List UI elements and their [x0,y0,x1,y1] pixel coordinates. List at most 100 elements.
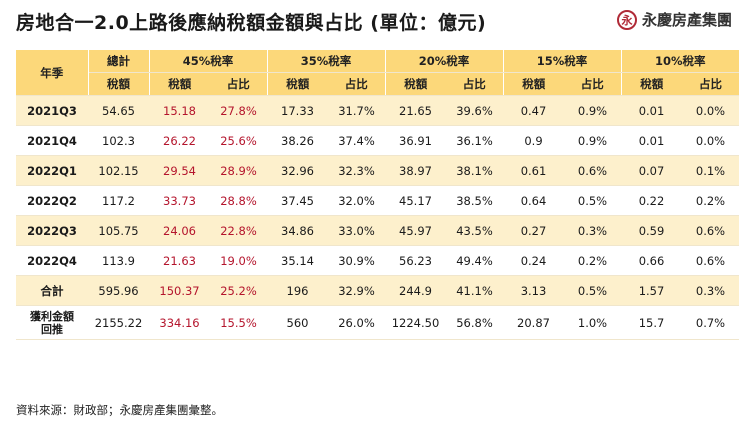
cell-total: 105.75 [88,215,149,246]
cell-r20-tax: 36.91 [385,125,446,156]
cell-r35-tax: 34.86 [267,215,328,246]
cell-r35-tax: 32.96 [267,155,328,186]
group-header-15: 15%稅率 [502,50,621,73]
cell-r45-tax: 33.73 [149,185,210,216]
table-row: 2022Q1 102.15 29.54 28.9% 32.96 32.3% 38.97 38.… [16,155,739,186]
cell-r10-share: 0.6% [682,245,739,276]
group-header-20: 20%稅率 [384,50,503,73]
row-label: 2021Q3 [16,95,88,126]
cell-r15-tax: 0.61 [503,155,564,186]
table-row: 2021Q3 54.65 15.18 27.8% 17.33 31.7% 21.65 39.6… [16,95,739,126]
cell-total: 102.3 [88,125,149,156]
table-row: 2022Q3 105.75 24.06 22.8% 34.86 33.0% 45.97 43.… [16,215,739,246]
cell-r15-tax: 0.9 [503,125,564,156]
cell-r10-tax: 15.7 [621,305,682,340]
cell-r20-tax: 1224.50 [385,305,446,340]
group-header-45: 45%稅率 [148,50,267,73]
cell-r45-share: 25.6% [210,125,267,156]
cell-r10-tax: 0.59 [621,215,682,246]
cell-total: 54.65 [88,95,149,126]
cell-r15-share: 0.2% [564,245,621,276]
cell-r20-share: 39.6% [446,95,503,126]
tax-table: 年季 總計 45%稅率 35%稅率 20%稅率 15%稅率 10%稅率 稅額 稅… [16,50,739,340]
cell-r35-share: 32.9% [328,275,385,306]
cell-r10-share: 0.3% [682,275,739,306]
cell-r20-share: 56.8% [446,305,503,340]
cell-r10-tax: 1.57 [621,275,682,306]
cell-r45-share: 19.0% [210,245,267,276]
row-label: 2022Q4 [16,245,88,276]
row-label: 2022Q3 [16,215,88,246]
cell-r35-share: 32.3% [328,155,385,186]
cell-r35-tax: 560 [267,305,328,340]
cell-total: 117.2 [88,185,149,216]
cell-r20-tax: 38.97 [385,155,446,186]
cell-r15-share: 0.3% [564,215,621,246]
sub-header-tax: 稅額 [620,72,682,96]
row-label: 2022Q1 [16,155,88,186]
cell-r10-share: 0.0% [682,95,739,126]
cell-r35-share: 37.4% [328,125,385,156]
cell-r15-tax: 20.87 [503,305,564,340]
cell-r45-tax: 26.22 [149,125,210,156]
cell-r45-tax: 29.54 [149,155,210,186]
cell-r35-tax: 38.26 [267,125,328,156]
brand-logo: 永 永慶房產集團 [616,9,732,30]
sub-header-share: 占比 [682,72,739,96]
cell-r35-share: 33.0% [328,215,385,246]
header-row-sub: 稅額 稅額 占比 稅額 占比 稅額 占比 稅額 占比 稅額 占比 [16,72,739,96]
cell-r45-share: 15.5% [210,305,267,340]
cell-r35-share: 30.9% [328,245,385,276]
cell-r15-share: 0.9% [564,125,621,156]
cell-r15-tax: 3.13 [503,275,564,306]
row-label: 2021Q4 [16,125,88,156]
cell-r45-share: 27.8% [210,95,267,126]
cell-r20-tax: 45.97 [385,215,446,246]
cell-r15-share: 0.6% [564,155,621,186]
table-row: 獲利金額 回推 2155.22 334.16 15.5% 560 26.0% 1224.50 5… [16,305,739,340]
sub-header-share: 占比 [446,72,503,96]
corner-header: 年季 [16,50,89,96]
cell-r45-tax: 24.06 [149,215,210,246]
cell-r15-tax: 0.24 [503,245,564,276]
row-label: 2022Q2 [16,185,88,216]
cell-r10-tax: 0.01 [621,95,682,126]
brand-name: 永慶房產集團 [641,11,732,29]
cell-total: 102.15 [88,155,149,186]
table-row: 2022Q4 113.9 21.63 19.0% 35.14 30.9% 56.23 49.4… [16,245,739,276]
header-row-groups: 年季 總計 45%稅率 35%稅率 20%稅率 15%稅率 10%稅率 [16,50,739,96]
cell-r15-tax: 0.27 [503,215,564,246]
cell-r20-share: 41.1% [446,275,503,306]
table-row: 合計 595.96 150.37 25.2% 196 32.9% 244.9 41.1% 3.1… [16,275,739,306]
cell-r10-share: 0.2% [682,185,739,216]
cell-r35-tax: 17.33 [267,95,328,126]
sub-header-tax: 稅額 [384,72,446,96]
cell-r35-tax: 196 [267,275,328,306]
group-header-total: 總計 [87,50,149,73]
sub-header-share: 占比 [564,72,621,96]
sub-header-tax: 稅額 [266,72,328,96]
cell-r20-tax: 45.17 [385,185,446,216]
cell-r10-tax: 0.07 [621,155,682,186]
cell-r20-share: 49.4% [446,245,503,276]
cell-r45-tax: 21.63 [149,245,210,276]
cell-r35-share: 26.0% [328,305,385,340]
cell-r35-share: 31.7% [328,95,385,126]
cell-r35-tax: 35.14 [267,245,328,276]
cell-r20-share: 38.5% [446,185,503,216]
cell-r45-tax: 15.18 [149,95,210,126]
cell-r20-tax: 244.9 [385,275,446,306]
cell-r45-share: 28.8% [210,185,267,216]
cell-r20-tax: 56.23 [385,245,446,276]
cell-r15-tax: 0.64 [503,185,564,216]
cell-r10-share: 0.1% [682,155,739,186]
cell-r45-share: 22.8% [210,215,267,246]
row-label-line1: 獲利金額 [30,309,74,323]
cell-r10-tax: 0.01 [621,125,682,156]
row-label: 獲利金額 回推 [16,305,88,340]
cell-r10-share: 0.7% [682,305,739,340]
cell-total: 113.9 [88,245,149,276]
sub-header-share: 占比 [210,72,267,96]
sub-header-tax: 稅額 [502,72,564,96]
cell-r45-tax: 150.37 [149,275,210,306]
